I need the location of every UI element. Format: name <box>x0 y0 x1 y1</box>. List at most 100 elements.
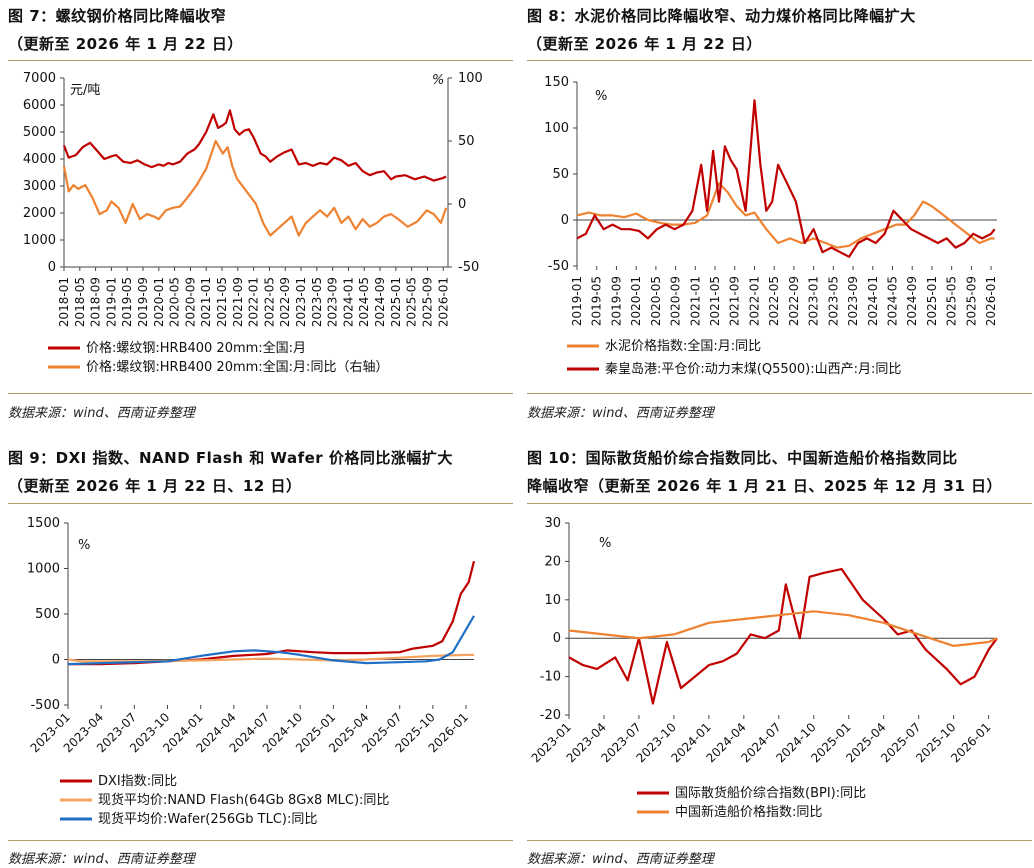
panel-steel: 图 7：螺纹钢价格同比降幅收窄 （更新至 2026 年 1 月 22 日） <box>8 2 513 58</box>
x-tick-label: 2023-01 <box>294 277 308 327</box>
divider-bottom <box>8 393 513 394</box>
panel-shipping: 图 10：国际散货船价综合指数同比、中国新造船价格指数同比 降幅收窄（更新至 2… <box>527 444 1032 500</box>
x-tick-label: 2021-09 <box>231 277 245 327</box>
panel-memory: 图 9：DXI 指数、NAND Flash 和 Wafer 价格同比涨幅扩大 （… <box>8 444 513 500</box>
x-tick-label: 2022-09 <box>787 276 801 326</box>
legend-label: 价格:螺纹钢:HRB400 20mm:全国:月 <box>86 340 306 356</box>
y-tick-label: 0 <box>48 260 56 275</box>
x-tick-label: 2020-01 <box>152 277 166 327</box>
divider-bottom <box>527 393 1032 394</box>
divider-top <box>8 503 513 504</box>
x-tick-label: 2022-01 <box>247 277 261 327</box>
series-line-1 <box>68 560 476 666</box>
chart-memory: 150010005000-500%2023-012023-042023-0720… <box>27 516 476 827</box>
source-note: 数据来源：wind、西南证券整理 <box>8 852 195 867</box>
series-line-2 <box>67 653 474 663</box>
figure-title: 图 7：螺纹钢价格同比降幅收窄 <box>8 7 227 25</box>
figure-title: 图 8：水泥价格同比降幅收窄、动力煤价格同比降幅扩大 <box>527 7 916 25</box>
legend-label: 国际散货船价综合指数(BPI):同比 <box>675 785 866 801</box>
figure-subtitle: （更新至 2026 年 1 月 22 日） <box>527 35 762 53</box>
x-tick-label: 2020-01 <box>629 276 643 326</box>
series-line-1 <box>576 182 995 249</box>
y-tick-label: -10 <box>540 670 561 685</box>
y2-unit-label: % <box>432 73 444 88</box>
y-unit-label: % <box>599 536 611 551</box>
x-tick-label: 2025-09 <box>964 276 978 326</box>
x-tick-label: 2020-09 <box>669 276 683 326</box>
y-tick-label: 1500 <box>27 516 60 531</box>
chart-cement-coal: 150 100 50 0 -50% 2019-01 2019-05 2019-09 2020-0… <box>544 75 998 377</box>
y-tick-label: -500 <box>30 698 60 713</box>
legend-label: DXI指数:同比 <box>98 774 177 789</box>
x-tick-label: 2022-09 <box>278 277 292 327</box>
y-tick-label: 0 <box>561 213 569 228</box>
x-tick-label: 2019-05 <box>120 277 134 327</box>
x-tick-label: 2022-01 <box>747 276 761 326</box>
x-tick-label: 2019-01 <box>570 276 584 326</box>
figure-subtitle: （更新至 2026 年 1 月 22 日、12 日） <box>8 477 302 495</box>
legend-label: 价格:螺纹钢:HRB400 20mm:全国:月:同比（右轴） <box>86 359 388 375</box>
y-tick-label: 150 <box>544 75 569 90</box>
y-tick-label: 0 <box>52 653 60 668</box>
x-tick-label: 2024-09 <box>905 276 919 326</box>
x-tick-label: 2025-01 <box>389 277 403 327</box>
y-tick-label: 10 <box>544 593 561 608</box>
x-tick-label: 2020-05 <box>168 277 182 327</box>
series-line-1 <box>568 567 998 705</box>
legend-label: 中国新造船价格指数:同比 <box>675 804 822 820</box>
x-tick-label: 2025-05 <box>945 276 959 326</box>
series-line-3 <box>67 615 475 666</box>
divider-bottom <box>8 840 513 841</box>
y-unit-label: % <box>78 538 90 553</box>
x-tick-label: 2025-09 <box>420 277 434 327</box>
chart-steel: 7000 6000 5000 4000 3000 2000 1000 0 100 50 0 -50 元/… <box>23 71 483 375</box>
y2-tick-label: -50 <box>458 260 479 275</box>
divider-top <box>527 503 1032 504</box>
chart-shipping: 3020100-10-20%2023-012023-042023-072023-… <box>529 516 998 820</box>
x-tick-label: 2023-09 <box>326 277 340 327</box>
x-tick-label: 2018-05 <box>73 277 87 327</box>
x-tick-label: 2019-09 <box>136 277 150 327</box>
x-tick-label: 2020-05 <box>649 276 663 326</box>
y2-tick-label: 100 <box>458 71 483 86</box>
y-tick-label: 7000 <box>23 71 56 86</box>
x-tick-label: 2024-05 <box>357 277 371 327</box>
x-tick-label: 2020-09 <box>183 277 197 327</box>
x-tick-label: 2019-09 <box>609 276 623 326</box>
x-tick-label: 2024-01 <box>341 277 355 327</box>
y-tick-label: 5000 <box>23 125 56 140</box>
divider-top <box>527 60 1032 61</box>
x-tick-label: 2023-09 <box>846 276 860 326</box>
figure-subtitle: （更新至 2026 年 1 月 22 日） <box>8 35 243 53</box>
y-tick-label: 30 <box>544 516 561 531</box>
x-tick-label: 2021-01 <box>688 276 702 326</box>
series-line-1 <box>62 109 447 182</box>
x-tick-label: 2018-01 <box>57 277 71 327</box>
y-tick-label: 2000 <box>23 206 56 221</box>
y-tick-label: 3000 <box>23 179 56 194</box>
y-tick-label: 500 <box>35 607 60 622</box>
y-tick-label: 0 <box>553 631 561 646</box>
x-tick-label: 2025-05 <box>405 277 419 327</box>
x-tick-label: 2022-05 <box>767 276 781 326</box>
x-tick-label: 2026-01 <box>984 276 998 326</box>
legend-label: 现货平均价:Wafer(256Gb TLC):同比 <box>98 811 317 827</box>
y2-tick-label: 50 <box>458 134 475 149</box>
y-unit-label: % <box>595 89 607 104</box>
y-tick-label: 4000 <box>23 152 56 167</box>
source-note: 数据来源：wind、西南证券整理 <box>527 406 714 421</box>
x-tick-label: 2021-05 <box>215 277 229 327</box>
x-tick-label: 2023-01 <box>807 276 821 326</box>
x-tick-label: 2021-01 <box>199 277 213 327</box>
y-tick-label: 1000 <box>23 233 56 248</box>
source-note: 数据来源：wind、西南证券整理 <box>8 406 195 421</box>
y-unit-label: 元/吨 <box>70 83 100 98</box>
x-tick-label: 2023-05 <box>310 277 324 327</box>
series-line-2 <box>576 99 996 258</box>
y-tick-label: 50 <box>552 167 569 182</box>
figure-subtitle: 降幅收窄（更新至 2026 年 1 月 21 日、2025 年 12 月 31 … <box>527 477 1003 495</box>
figure-title: 图 10：国际散货船价综合指数同比、中国新造船价格指数同比 <box>527 449 958 467</box>
x-tick-label: 2026-01 <box>436 277 450 327</box>
x-tick-label: 2021-05 <box>708 276 722 326</box>
x-tick-label: 2024-05 <box>885 276 899 326</box>
